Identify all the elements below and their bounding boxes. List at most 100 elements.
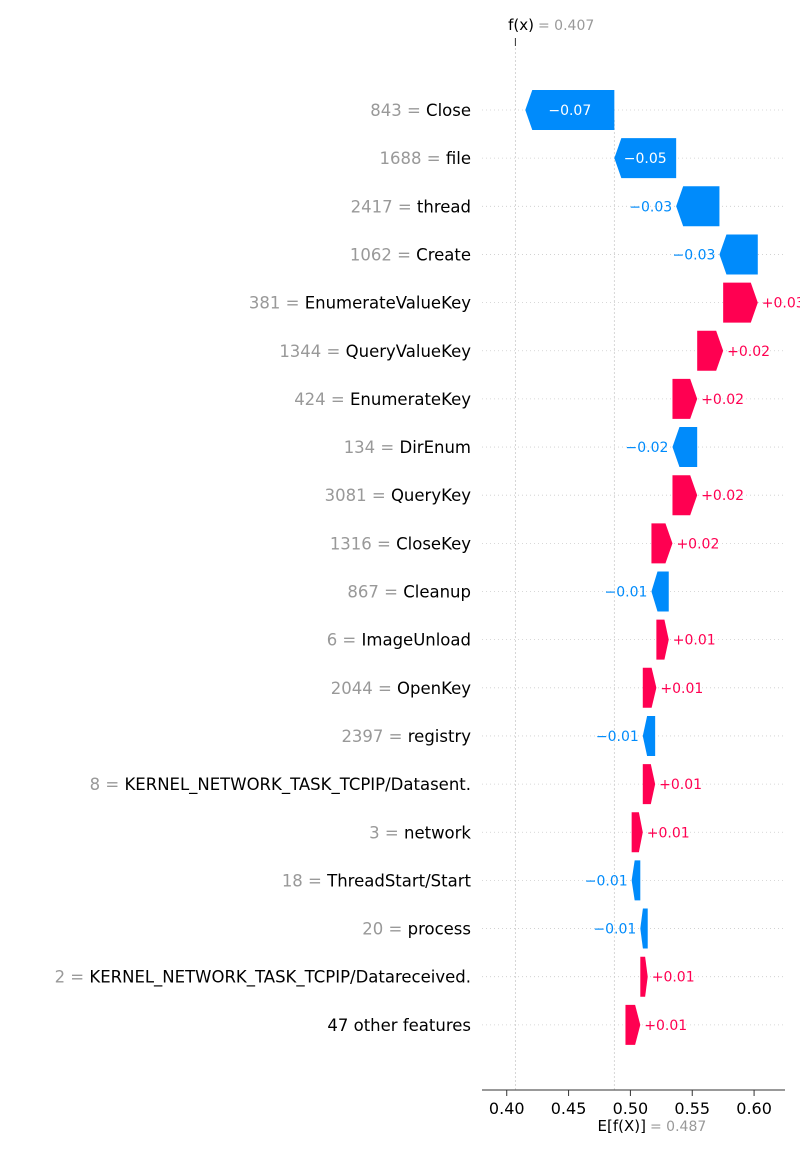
feature-name: file <box>446 149 471 168</box>
waterfall-bar <box>640 956 648 997</box>
shap-value-label: −0.07 <box>548 103 591 119</box>
fx-annotation: f(x) = 0.407 <box>508 16 594 34</box>
feature-label: 424 = EnumerateKey <box>294 390 471 409</box>
shap-value-label: +0.02 <box>676 536 719 552</box>
feature-label: 8 = KERNEL_NETWORK_TASK_TCPIP/Datasent. <box>90 775 471 795</box>
feature-label: 1062 = Create <box>350 245 471 264</box>
feature-label: 1688 = file <box>380 149 471 168</box>
shap-value-label: +0.02 <box>727 344 770 360</box>
base-value: = 0.487 <box>650 1119 706 1135</box>
feature-name: KERNEL_NETWORK_TASK_TCPIP/Datasent. <box>124 775 471 795</box>
feature-name: Close <box>426 101 471 120</box>
feature-name: QueryValueKey <box>346 342 472 361</box>
waterfall-bar <box>676 186 720 227</box>
x-tick-label: 0.40 <box>489 1099 525 1118</box>
feature-value: 20 = <box>362 920 407 939</box>
x-tick-label: 0.60 <box>736 1099 772 1118</box>
x-tick-label: 0.55 <box>674 1099 710 1118</box>
waterfall-bar <box>631 860 641 901</box>
base-annotation: E[f(X)] = 0.487 <box>598 1117 707 1135</box>
waterfall-bar <box>525 90 615 130</box>
shap-value-label: +0.01 <box>673 633 716 649</box>
feature-value: 3081 = <box>325 486 391 505</box>
feature-value: 424 = <box>294 390 350 409</box>
feature-name: EnumerateValueKey <box>305 294 472 313</box>
feature-value: 134 = <box>344 438 400 457</box>
feature-name: ThreadStart/Start <box>326 871 471 890</box>
waterfall-bar <box>723 282 758 323</box>
feature-value: 2044 = <box>331 679 397 698</box>
fx-value: = 0.407 <box>538 18 594 34</box>
feature-name: Create <box>416 245 471 264</box>
shap-value-label: +0.01 <box>644 1018 687 1034</box>
shap-value-label: +0.01 <box>647 825 690 841</box>
feature-label: 20 = process <box>362 920 471 939</box>
feature-label: 2044 = OpenKey <box>331 679 472 698</box>
shap-value-label: +0.03 <box>762 296 800 312</box>
feature-label: 2397 = registry <box>341 727 471 746</box>
feature-label: 18 = ThreadStart/Start <box>282 871 472 890</box>
waterfall-bar <box>625 1004 641 1045</box>
shap-value-label: +0.01 <box>659 777 702 793</box>
waterfall-bar <box>651 523 673 564</box>
feature-label: 2 = KERNEL_NETWORK_TASK_TCPIP/Datareceiv… <box>55 968 471 988</box>
feature-label: 47 other features <box>327 1016 471 1035</box>
shap-value-label: −0.01 <box>593 922 636 938</box>
feature-value: 1316 = <box>330 534 396 553</box>
feature-name: process <box>408 920 471 939</box>
feature-name: thread <box>417 197 471 216</box>
label-layer: −0.07 843 = Close −0.05 1688 = file −0.03 241… <box>55 101 800 1035</box>
feature-value: 2 = <box>55 968 90 987</box>
feature-name: EnumerateKey <box>350 390 471 409</box>
feature-name: ImageUnload <box>362 631 471 650</box>
shap-value-label: +0.01 <box>660 681 703 697</box>
waterfall-bar <box>697 330 724 371</box>
feature-value: 1344 = <box>279 342 345 361</box>
feature-name: Cleanup <box>403 583 471 602</box>
feature-value: 18 = <box>282 871 327 890</box>
x-tick-label: 0.45 <box>551 1099 587 1118</box>
feature-label: 6 = ImageUnload <box>327 631 471 650</box>
waterfall-bar <box>719 234 758 275</box>
feature-value: 1062 = <box>350 245 416 264</box>
feature-name: registry <box>408 727 471 746</box>
waterfall-bar <box>642 667 657 708</box>
feature-name: 47 other features <box>327 1016 471 1035</box>
feature-label: 867 = Cleanup <box>347 583 471 602</box>
feature-value: 6 = <box>327 631 362 650</box>
waterfall-bar <box>631 812 643 853</box>
x-axis: 0.40 0.45 0.50 0.55 0.60 <box>482 1089 785 1118</box>
feature-label: 1344 = QueryValueKey <box>279 342 471 361</box>
waterfall-bar <box>642 764 656 805</box>
base-label: E[f(X)] <box>598 1117 646 1135</box>
waterfall-bar <box>640 908 648 949</box>
shap-value-label: +0.01 <box>652 970 695 986</box>
feature-label: 3081 = QueryKey <box>325 486 472 505</box>
feature-value: 1688 = <box>380 149 446 168</box>
waterfall-bar <box>614 138 677 179</box>
shap-value-label: −0.03 <box>673 247 716 263</box>
grid-layer <box>482 38 785 1090</box>
feature-value: 867 = <box>347 583 403 602</box>
shap-value-label: −0.02 <box>626 440 669 456</box>
feature-name: DirEnum <box>400 438 472 457</box>
waterfall-bar <box>651 571 669 612</box>
waterfall-bar <box>672 427 698 468</box>
waterfall-bar <box>672 378 698 419</box>
shap-value-label: −0.01 <box>605 585 648 601</box>
shap-value-label: −0.01 <box>596 729 639 745</box>
shap-value-label: −0.05 <box>624 151 667 167</box>
bar-layer <box>525 90 758 1045</box>
feature-value: 3 = <box>369 823 404 842</box>
feature-value: 8 = <box>90 775 125 794</box>
feature-name: CloseKey <box>396 534 471 553</box>
fx-label: f(x) <box>508 16 534 34</box>
waterfall-bar <box>672 475 698 516</box>
feature-value: 381 = <box>249 294 305 313</box>
feature-value: 2417 = <box>351 197 417 216</box>
feature-label: 843 = Close <box>370 101 471 120</box>
shap-value-label: +0.02 <box>701 488 744 504</box>
shap-value-label: −0.03 <box>629 199 672 215</box>
feature-label: 134 = DirEnum <box>344 438 471 457</box>
